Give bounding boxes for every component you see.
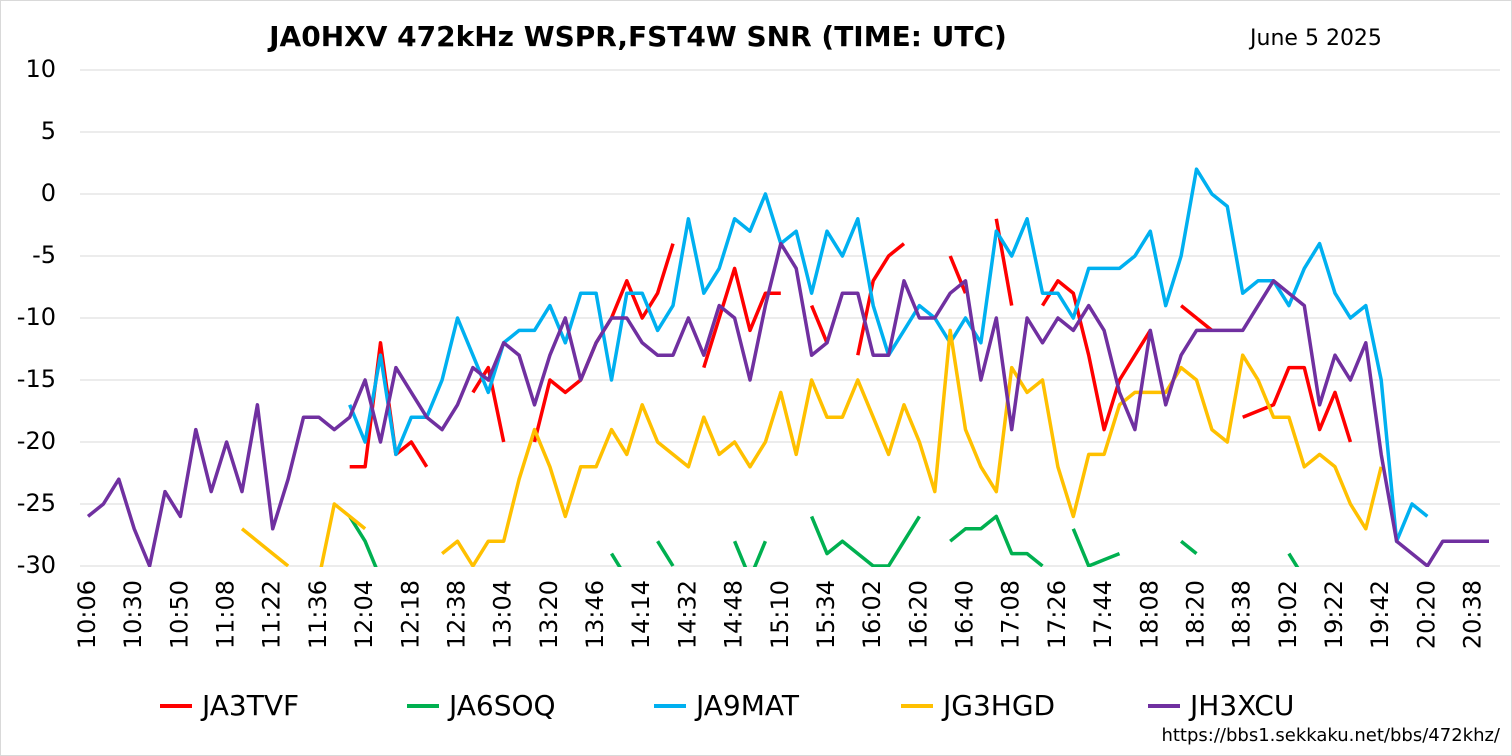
x-tick-label: 17:44 [1089, 580, 1117, 649]
series-line [471, 365, 506, 443]
x-tick-label: 14:14 [627, 580, 655, 649]
x-tick-label: 16:40 [951, 580, 979, 649]
source-url: https://bbs1.sekkaku.net/bbs/472khz/ [1161, 725, 1500, 746]
series-line [348, 515, 378, 567]
series-line [1180, 539, 1198, 555]
x-tick-label: 18:08 [1135, 580, 1163, 649]
legend-label: JA6SOQ [447, 689, 556, 722]
series-line [1242, 365, 1353, 443]
x-tick-label: 11:22 [258, 580, 286, 649]
x-tick-label: 19:22 [1320, 580, 1348, 649]
legend-label: JA9MAT [694, 689, 800, 722]
x-tick-label: 16:20 [904, 580, 932, 649]
legend-label: JG3HGD [941, 689, 1055, 722]
x-tick-label: 17:08 [997, 580, 1025, 649]
legend-label: JH3XCU [1188, 689, 1294, 722]
y-tick-label: -30 [17, 551, 56, 579]
series-line [1180, 304, 1213, 332]
series-line [948, 255, 968, 294]
y-tick-label: -10 [17, 303, 56, 331]
x-tick-label: 17:26 [1043, 580, 1071, 649]
x-tick-label: 13:04 [489, 580, 517, 649]
y-tick-label: 10 [25, 55, 56, 83]
x-tick-label: 20:38 [1459, 580, 1487, 649]
x-tick-label: 19:02 [1274, 580, 1302, 649]
series-line [240, 527, 290, 567]
x-tick-label: 10:30 [119, 580, 147, 649]
y-tick-label: -25 [17, 489, 56, 517]
x-tick-label: 16:02 [858, 580, 886, 649]
x-tick-label: 20:20 [1412, 580, 1440, 649]
x-tick-label: 11:36 [304, 580, 332, 649]
series-line [610, 552, 622, 567]
legend-label: JA3TVF [200, 689, 299, 722]
chart-title: JA0HXV 472kHz WSPR,FST4W SNR (TIME: UTC) [267, 20, 1007, 53]
x-tick-label: 10:50 [165, 580, 193, 649]
series-line [809, 304, 829, 344]
plot-lines [86, 167, 1489, 567]
y-tick-label: 5 [41, 117, 56, 145]
x-tick-label: 12:04 [350, 580, 378, 649]
series-line [441, 328, 1383, 567]
chart-subtitle: June 5 2025 [1248, 26, 1382, 51]
x-tick-label: 14:48 [720, 580, 748, 649]
series-line [732, 540, 768, 567]
series-line [809, 515, 921, 567]
x-tick-label: 13:20 [535, 580, 563, 649]
x-tick-label: 12:38 [442, 580, 470, 649]
y-tick-label: -5 [32, 241, 56, 269]
y-tick-label: -15 [17, 365, 56, 393]
series-line [1287, 552, 1300, 567]
x-tick-label: 14:32 [673, 580, 701, 649]
series-line [949, 514, 1044, 567]
x-tick-label: 18:20 [1181, 580, 1209, 649]
series-line [1041, 279, 1152, 432]
series-line [1071, 528, 1121, 567]
series-line [319, 502, 367, 567]
x-tick-label: 13:46 [581, 580, 609, 649]
y-tick-label: 0 [41, 179, 56, 207]
x-tick-label: 10:06 [73, 580, 101, 649]
x-tick-label: 18:38 [1228, 580, 1256, 649]
x-tick-label: 12:18 [396, 580, 424, 649]
x-tick-label: 11:08 [212, 580, 240, 649]
x-tick-label: 15:10 [766, 580, 794, 649]
series-line [656, 540, 675, 567]
series-line [86, 241, 1489, 567]
x-tick-label: 19:42 [1366, 580, 1394, 649]
y-tick-label: -20 [17, 427, 56, 455]
x-tick-label: 15:34 [812, 580, 840, 649]
